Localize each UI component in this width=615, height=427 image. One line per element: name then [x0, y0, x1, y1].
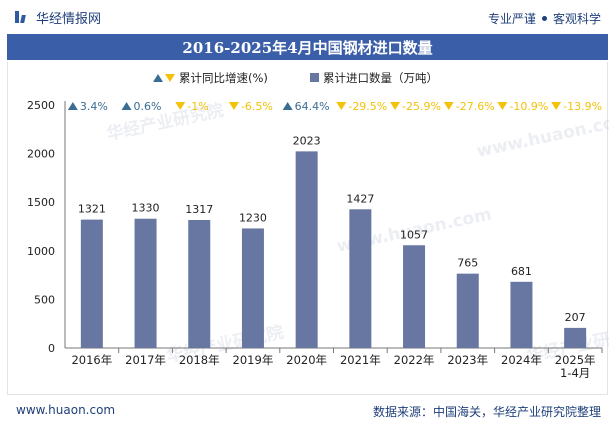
bar-value-label: 765 [457, 257, 478, 270]
x-tick-label: 2023年 [447, 353, 488, 367]
bar [241, 228, 264, 348]
growth-label: -1% [187, 100, 208, 113]
growth-down-icon [443, 102, 454, 110]
x-tick-label: 2025年 [555, 353, 596, 367]
y-tick-label: 1000 [27, 245, 55, 258]
footer: www.huaon.com 数据来源：中国海关，华经产业研究院整理 [0, 396, 615, 427]
growth-down-icon [336, 102, 347, 110]
growth-up-icon [121, 102, 132, 110]
bar-value-label: 1427 [346, 192, 374, 205]
footer-source: 数据来源：中国海关，华经产业研究院整理 [372, 405, 601, 419]
growth-label: 64.4% [295, 100, 330, 113]
x-tick-label: 2017年 [125, 353, 166, 367]
bar [564, 327, 587, 348]
bar [403, 245, 426, 348]
footer-site-link[interactable]: www.huaon.com [16, 403, 116, 417]
growth-up-icon [282, 102, 293, 110]
bar [456, 273, 479, 348]
x-tick-label: 2019年 [233, 353, 274, 367]
bar [80, 219, 103, 348]
x-tick-label: 2018年 [179, 353, 220, 367]
tagline-right: 客观科学 [552, 12, 601, 26]
legend-bar-label: 累计进口数量（万吨） [323, 71, 438, 85]
watermark-text: www.huaon.com [475, 110, 609, 162]
chart-title-bar: 2016-2025年4月中国钢材进口数量 [7, 34, 608, 60]
x-tick-label: 2022年 [394, 353, 435, 367]
legend-down-triangle-icon [165, 74, 175, 82]
bar-value-label: 1057 [400, 228, 428, 241]
growth-label: -10.9% [509, 100, 548, 113]
bar-value-label: 1230 [239, 211, 267, 224]
legend-up-triangle-icon [153, 74, 163, 82]
growth-label: -6.5% [241, 100, 273, 113]
x-tick-label: 2016年 [71, 353, 112, 367]
growth-label: 0.6% [134, 100, 162, 113]
bar-value-label: 1330 [132, 202, 160, 215]
logo-text: 华经情报网 [36, 11, 102, 27]
logo[interactable]: 华经情报网 [14, 8, 102, 27]
growth-label: -27.6% [456, 100, 495, 113]
bar [510, 281, 533, 348]
chart-title: 2016-2025年4月中国钢材进口数量 [182, 38, 433, 57]
bar [188, 219, 211, 348]
x-tick-label: 2021年 [340, 353, 381, 367]
legend-growth-label: 累计同比增速(%) [179, 71, 268, 85]
y-tick-label: 1500 [27, 196, 55, 209]
bar-value-label: 1321 [78, 203, 106, 216]
growth-up-icon [67, 102, 78, 110]
bar [295, 151, 318, 348]
bar-value-label: 2023 [293, 134, 321, 147]
growth-down-icon [497, 102, 508, 110]
growth-down-icon [551, 102, 562, 110]
y-tick-label: 500 [34, 293, 55, 306]
growth-down-icon [228, 102, 239, 110]
bar [134, 218, 157, 348]
x-tick-label: 2024年 [501, 353, 542, 367]
bar-value-label: 1317 [185, 203, 213, 216]
growth-label: 3.4% [80, 100, 108, 113]
bar [349, 209, 372, 348]
bar-chart: 华经产业研究院www.huaon.com华经产业研究院www.huaon.com… [27, 71, 609, 380]
growth-down-icon [390, 102, 401, 110]
x-tick-label: 2020年 [286, 353, 327, 367]
tagline: 专业严谨 客观科学 [488, 10, 601, 27]
top-bar: 华经情报网 专业严谨 客观科学 [0, 0, 615, 34]
tagline-left: 专业严谨 [487, 12, 536, 26]
bar-value-label: 681 [511, 265, 532, 278]
growth-down-icon [175, 102, 186, 110]
y-tick-label: 2500 [27, 99, 55, 112]
y-tick-label: 2000 [27, 148, 55, 161]
x-tick-label: 1-4月 [560, 366, 590, 380]
logo-icon [14, 9, 30, 25]
dot-icon [541, 16, 547, 21]
y-tick-label: 0 [48, 342, 55, 355]
growth-label: -29.5% [348, 100, 387, 113]
legend-bar-swatch [310, 73, 319, 82]
bar-value-label: 207 [565, 311, 586, 324]
growth-label: -13.9% [563, 100, 602, 113]
chart-frame: 华经产业研究院 www.huaon.com 华经产业研究院 www.huaon.com… [7, 62, 609, 395]
growth-label: -25.9% [402, 100, 441, 113]
